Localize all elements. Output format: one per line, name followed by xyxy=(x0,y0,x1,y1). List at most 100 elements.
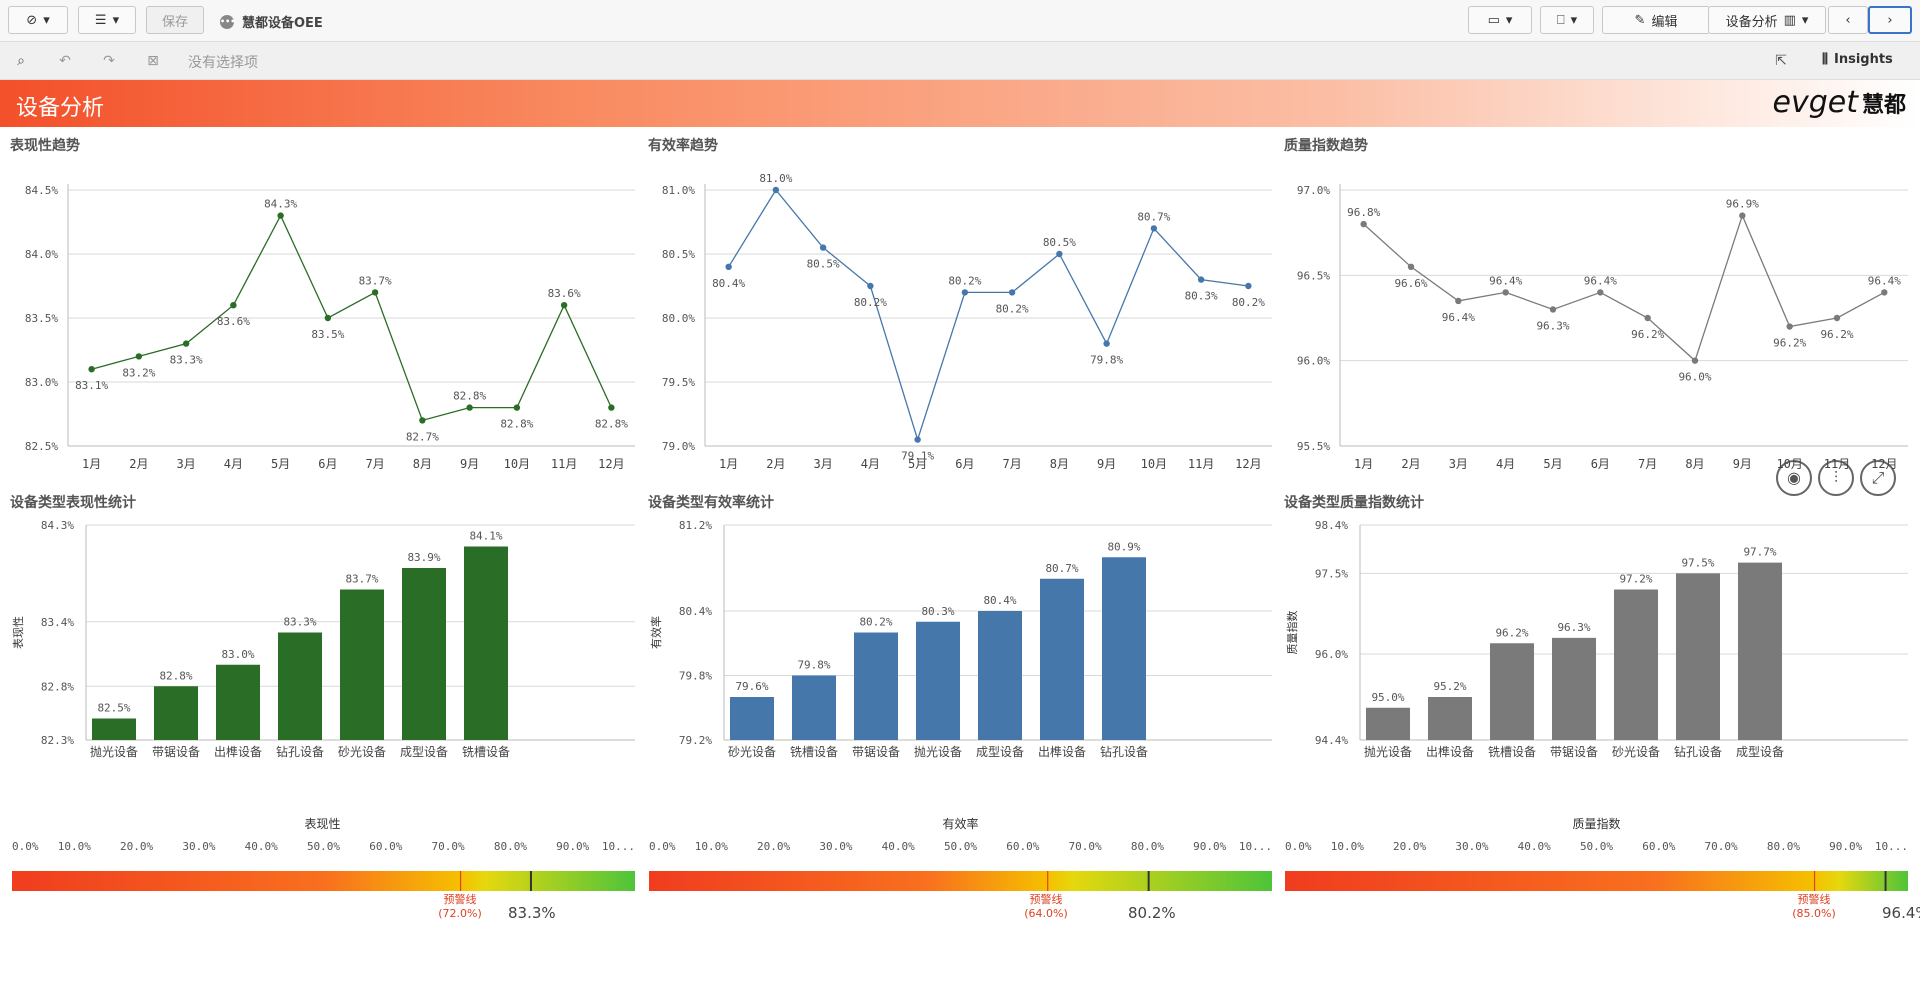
data-label: 83.6% xyxy=(548,287,581,300)
smart-search-icon[interactable]: ⌕ xyxy=(17,53,25,69)
data-label: 80.3% xyxy=(1185,290,1218,303)
chevron-left-icon: ‹ xyxy=(1845,12,1851,28)
gauge-tick-label: 0.0% xyxy=(649,840,676,853)
gauge-quality-value: 96.4% xyxy=(1882,904,1920,922)
next-sheet-button[interactable]: › xyxy=(1868,6,1912,34)
x-tick-label: 2月 xyxy=(1401,457,1420,471)
data-label: 82.8% xyxy=(595,418,628,431)
x-tick-label: 1月 xyxy=(82,457,101,471)
bar xyxy=(340,589,384,740)
x-tick-label: 抛光设备 xyxy=(90,744,138,759)
x-tick-label: 5月 xyxy=(908,457,927,471)
clear-selections-icon[interactable]: ⊠ xyxy=(147,53,159,69)
data-point xyxy=(1691,357,1699,364)
data-label: 80.5% xyxy=(807,258,840,271)
data-label: 83.7% xyxy=(345,573,378,586)
data-label: 80.2% xyxy=(948,274,981,287)
app-title: ••• 慧都设备OEE xyxy=(220,12,323,31)
bar xyxy=(154,686,198,740)
y-tick-label: 97.5% xyxy=(1315,567,1348,580)
data-label: 96.2% xyxy=(1631,328,1664,341)
y-tick-label: 94.4% xyxy=(1315,734,1348,747)
x-tick-label: 成型设备 xyxy=(400,745,448,759)
data-point xyxy=(819,244,827,251)
gauge-tick-label: 70.0% xyxy=(1705,840,1738,853)
gauge-tick-label: 60.0% xyxy=(1642,840,1675,853)
data-label: 82.5% xyxy=(97,702,130,715)
no-selections-text: 没有选择项 xyxy=(188,55,258,71)
bookmark-icon: ⎕ xyxy=(1556,12,1565,28)
gauge-tick-label: 0.0% xyxy=(12,840,39,853)
data-label: 83.9% xyxy=(407,551,440,564)
data-point xyxy=(1360,220,1367,228)
data-label: 95.0% xyxy=(1371,691,1404,704)
prev-sheet-button[interactable]: ‹ xyxy=(1828,6,1868,34)
step-back-icon[interactable]: ↶ xyxy=(59,53,71,69)
data-point xyxy=(961,289,969,296)
sheet-selector[interactable]: 设备分析 ▥ ▾ xyxy=(1708,6,1826,34)
series-line xyxy=(728,188,1249,442)
data-point xyxy=(1739,212,1746,219)
navigate-button[interactable]: ⊘ ▾ xyxy=(8,6,68,34)
bar xyxy=(1428,697,1472,740)
gauge-bar xyxy=(1285,871,1908,891)
data-label: 97.7% xyxy=(1743,546,1776,559)
step-forward-icon[interactable]: ↷ xyxy=(103,53,115,69)
insights-button[interactable]: ⫼ Insights xyxy=(1822,52,1893,67)
sheet-banner: 设备分析 evget 慧都 xyxy=(0,80,1920,127)
data-label: 82.8% xyxy=(500,418,533,431)
gauge-tick-label: 80.0% xyxy=(1131,840,1164,853)
data-label: 96.8% xyxy=(1347,206,1380,219)
data-label: 84.1% xyxy=(469,530,502,543)
gauge-quality-title: 质量指数 xyxy=(1572,817,1621,831)
y-tick-label: 97.0% xyxy=(1297,184,1330,197)
gauge-tick-label: 10... xyxy=(1875,840,1908,853)
save-button[interactable]: 保存 xyxy=(146,6,204,34)
bar xyxy=(1040,578,1084,740)
camera-icon[interactable]: ◉ xyxy=(1776,460,1812,496)
present-button[interactable]: ▭ ▾ xyxy=(1468,6,1532,34)
data-label: 80.2% xyxy=(996,302,1029,315)
y-tick-label: 79.8% xyxy=(679,670,712,683)
bar xyxy=(1366,707,1410,740)
gauge-tick-label: 20.0% xyxy=(120,840,153,853)
gauge-tick-label: 10.0% xyxy=(695,840,728,853)
data-label: 96.2% xyxy=(1773,337,1806,350)
expand-icon[interactable]: ⤢ xyxy=(1860,460,1896,496)
x-tick-label: 2月 xyxy=(129,457,148,471)
gauge-performance-warning: 预警线 (72.0%) xyxy=(438,893,482,920)
data-label: 96.3% xyxy=(1536,319,1569,332)
chevron-right-icon: › xyxy=(1887,12,1893,28)
gauge-tick-label: 30.0% xyxy=(182,840,215,853)
data-label: 79.8% xyxy=(1090,354,1123,367)
x-tick-label: 10月 xyxy=(1141,457,1167,471)
x-tick-label: 3月 xyxy=(814,457,833,471)
chevron-down-icon: ▾ xyxy=(1505,12,1513,28)
y-tick-label: 96.0% xyxy=(1315,648,1348,661)
y-axis-title: 质量指数 xyxy=(1285,611,1299,655)
data-point xyxy=(867,282,874,290)
x-tick-label: 9月 xyxy=(1733,457,1752,471)
gauge-tick-label: 40.0% xyxy=(1518,840,1551,853)
chart-icon: ▥ xyxy=(1783,12,1796,28)
y-tick-label: 80.5% xyxy=(662,248,695,261)
data-label: 79.6% xyxy=(735,680,768,693)
efficiency-by-type-title: 设备类型有效率统计 xyxy=(648,495,774,511)
gauge-tick-label: 80.0% xyxy=(494,840,527,853)
data-label: 96.9% xyxy=(1726,198,1759,211)
y-tick-label: 80.0% xyxy=(662,312,695,325)
data-label: 83.3% xyxy=(170,354,203,367)
data-label: 80.2% xyxy=(859,616,892,629)
compass-icon: ⊘ xyxy=(26,12,38,28)
gauge-efficiency-warning: 预警线 (64.0%) xyxy=(1024,893,1068,920)
data-label: 96.4% xyxy=(1584,274,1617,287)
bookmark-button[interactable]: ⎕ ▾ xyxy=(1540,6,1594,34)
x-tick-label: 9月 xyxy=(460,457,479,471)
data-point xyxy=(1008,289,1016,296)
selection-tool-icon[interactable]: ⇱ xyxy=(1775,53,1787,69)
x-tick-label: 12月 xyxy=(598,457,624,471)
sliders-icon[interactable]: ⫶ xyxy=(1818,460,1854,496)
list-menu-button[interactable]: ☰ ▾ xyxy=(78,6,136,34)
bar xyxy=(1614,589,1658,740)
data-label: 80.3% xyxy=(921,605,954,618)
